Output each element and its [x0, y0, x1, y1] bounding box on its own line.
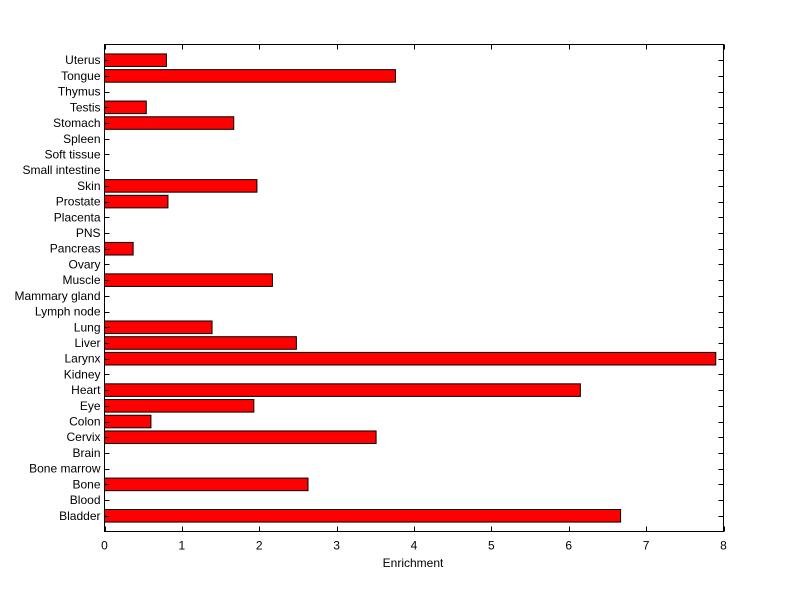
x-tick-label: 4	[411, 539, 418, 553]
bar-testis	[104, 100, 147, 115]
x-tick-label: 5	[488, 539, 495, 553]
y-tick-label: Kidney	[64, 367, 101, 381]
y-tick-label: Lymph node	[35, 305, 101, 319]
y-tick-label: Skin	[77, 179, 100, 193]
y-tick-label: Larynx	[64, 352, 100, 366]
x-tick-label: 2	[256, 539, 263, 553]
y-tick-label: Blood	[70, 493, 101, 507]
bar-muscle	[104, 273, 273, 287]
bar-cervix	[104, 430, 377, 445]
bar-stomach	[104, 116, 235, 130]
y-tick-label: Muscle	[62, 273, 100, 287]
y-tick-label: PNS	[76, 226, 101, 240]
x-tick-label: 0	[101, 539, 108, 553]
y-tick-label: Mammary gland	[14, 289, 100, 303]
y-tick-label: Placenta	[54, 210, 101, 224]
y-tick-label: Testis	[70, 100, 101, 114]
y-tick-label: Pancreas	[50, 242, 101, 256]
y-tick-label: Bone	[72, 477, 100, 491]
y-tick-label: Bone marrow	[29, 462, 101, 476]
x-tick-label: 7	[643, 539, 650, 553]
x-tick-label: 3	[333, 539, 340, 553]
y-tick-label: Colon	[69, 415, 100, 429]
y-tick-label: Prostate	[56, 195, 101, 209]
y-tick-label: Uterus	[65, 53, 100, 67]
y-tick-label: Cervix	[66, 430, 100, 444]
bar-tongue	[104, 69, 396, 83]
x-tick-label: 1	[179, 539, 186, 553]
y-tick-label: Spleen	[63, 132, 100, 146]
y-tick-label: Soft tissue	[44, 147, 100, 161]
x-tick-label: 6	[565, 539, 572, 553]
y-tick-label: Heart	[71, 383, 101, 397]
y-tick-label: Eye	[80, 399, 101, 413]
x-tick-label: 8	[720, 539, 727, 553]
bar-bone	[104, 477, 309, 492]
bar-skin	[104, 179, 258, 193]
plot-frame	[104, 44, 724, 532]
bar-liver	[104, 336, 297, 350]
bars	[104, 53, 717, 523]
y-tick-label: Tongue	[61, 69, 101, 83]
y-tick-label: Brain	[72, 446, 100, 460]
y-tick-label: Thymus	[58, 85, 101, 99]
bar-larynx	[104, 351, 717, 366]
bar-eye	[104, 399, 255, 413]
bar-colon	[104, 414, 152, 429]
bar-pancreas	[104, 241, 134, 256]
bar-heart	[104, 383, 581, 397]
y-tick-label: Stomach	[53, 116, 100, 130]
y-tick-label: Lung	[74, 320, 101, 334]
axis-ticks	[104, 44, 725, 532]
y-tick-label: Bladder	[59, 509, 100, 523]
y-tick-label: Small intestine	[22, 163, 100, 177]
bar-bladder	[104, 509, 622, 523]
bar-lung	[104, 320, 213, 335]
x-axis-label: Enrichment	[383, 556, 444, 570]
bar-uterus	[104, 53, 167, 67]
bar-prostate	[104, 194, 169, 209]
y-tick-label: Ovary	[68, 257, 100, 271]
y-tick-label: Liver	[74, 336, 100, 350]
